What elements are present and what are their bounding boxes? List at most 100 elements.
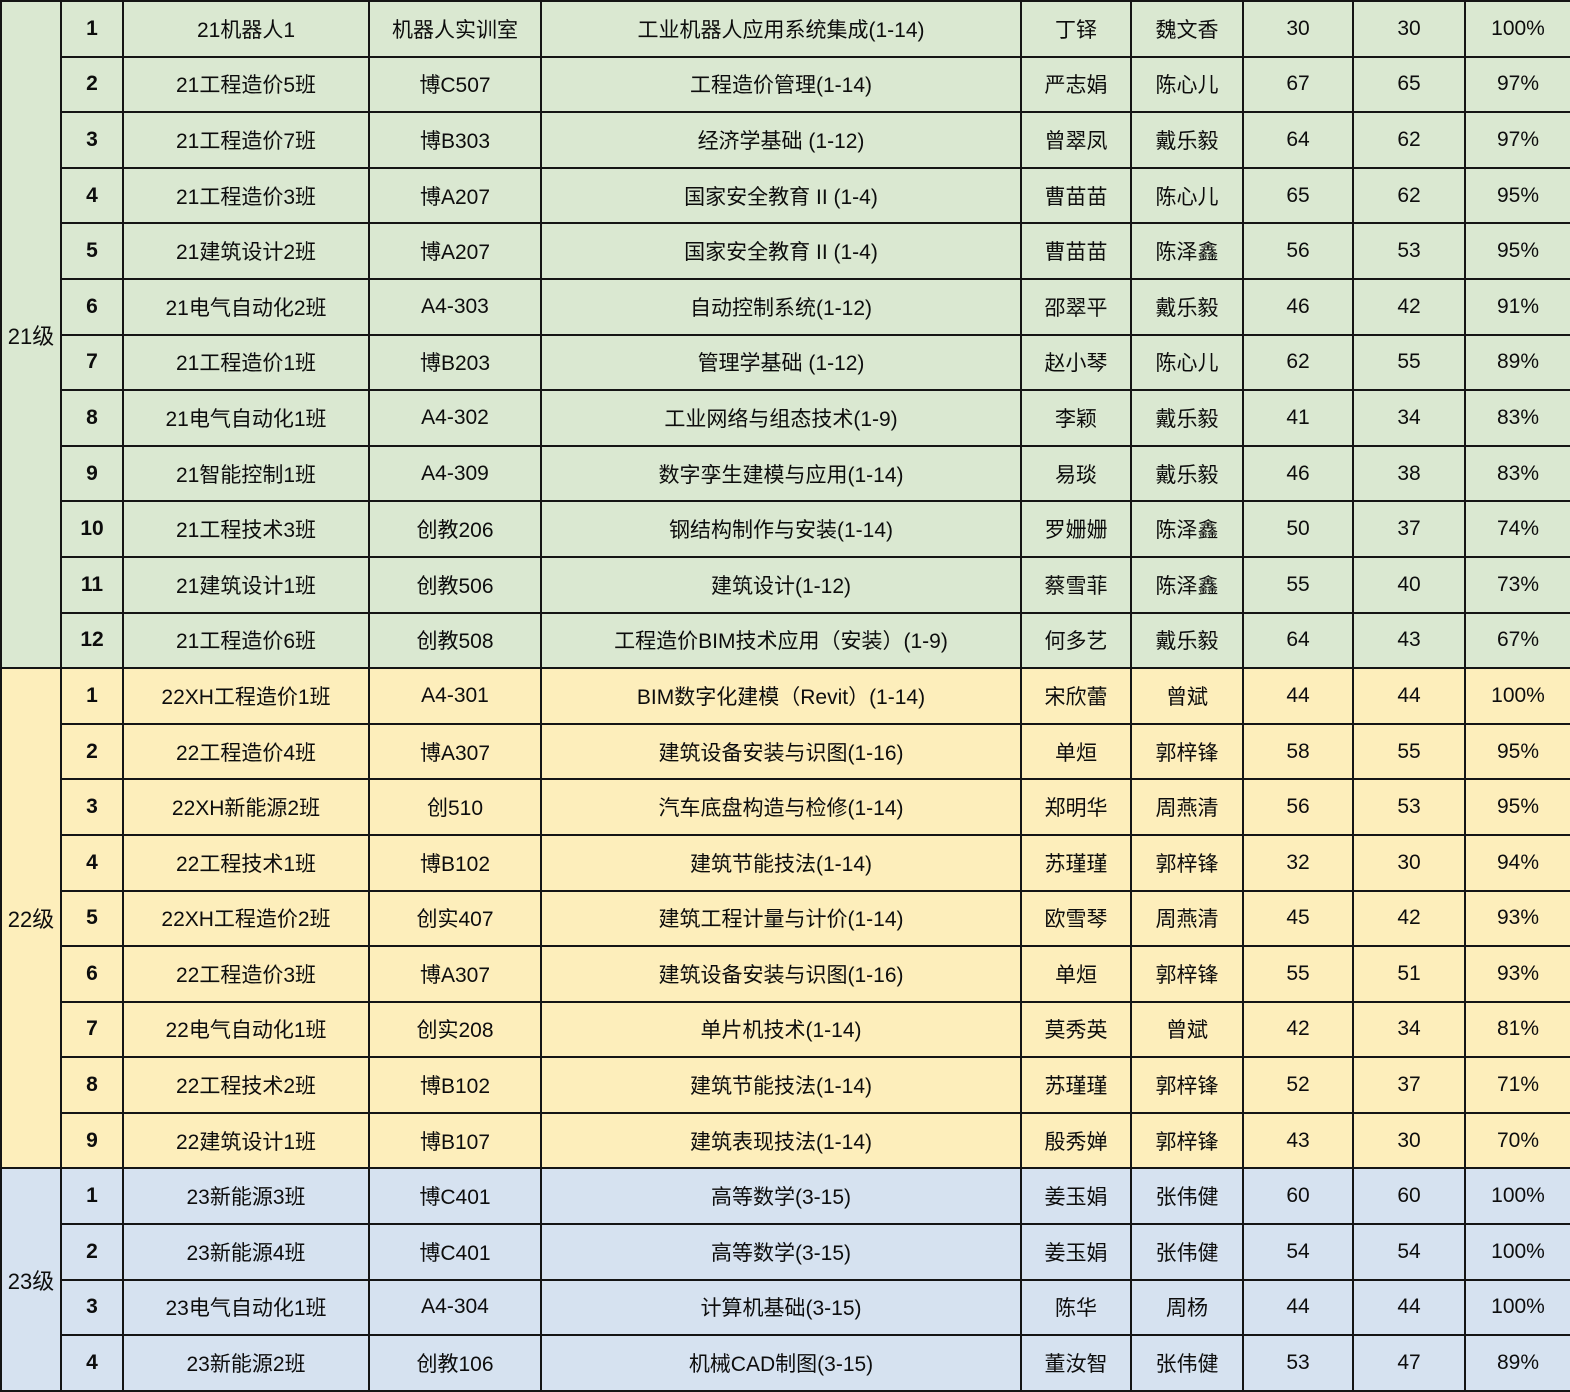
row-number-cell: 4 bbox=[60, 833, 124, 892]
table-row: 5 21建筑设计2班 博A207 国家安全教育 II (1-4) 曹苗苗 陈泽鑫 56 53 9… bbox=[1, 222, 1570, 280]
teacher-cell: 曹苗苗 bbox=[1020, 166, 1132, 225]
course-cell: 工业机器人应用系统集成(1-14) bbox=[540, 0, 1022, 58]
attendance-rate-cell: 100% bbox=[1464, 1223, 1570, 1281]
attendance-rate-cell: 97% bbox=[1464, 55, 1570, 114]
head-teacher-cell: 郭梓锋 bbox=[1130, 1056, 1244, 1114]
student-count-cell: 52 bbox=[1242, 1056, 1354, 1114]
course-cell: 工业网络与组态技术(1-9) bbox=[540, 389, 1022, 447]
teacher-cell: 苏瑾瑾 bbox=[1020, 1056, 1132, 1114]
teacher-cell: 邵翠平 bbox=[1020, 277, 1132, 336]
attendance-rate-cell: 81% bbox=[1464, 1000, 1570, 1059]
table-row: 11 21建筑设计1班 创教506 建筑设计(1-12) 蔡雪菲 陈泽鑫 55 40 73% bbox=[1, 555, 1570, 614]
head-teacher-cell: 郭梓锋 bbox=[1130, 1111, 1244, 1170]
teacher-cell: 姜玉娟 bbox=[1020, 1223, 1132, 1281]
teacher-cell: 丁铎 bbox=[1020, 0, 1132, 58]
table-row: 2 21工程造价5班 博C507 工程造价管理(1-14) 严志娟 陈心儿 67 65 97% bbox=[1, 55, 1570, 114]
attendance-count-cell: 30 bbox=[1352, 1111, 1466, 1170]
table-row: 6 22工程造价3班 博A307 建筑设备安装与识图(1-16) 单烜 郭梓锋 55 51 93… bbox=[1, 945, 1570, 1003]
row-number-cell: 9 bbox=[60, 444, 124, 503]
attendance-count-cell: 44 bbox=[1352, 667, 1466, 725]
student-count-cell: 55 bbox=[1242, 945, 1354, 1003]
head-teacher-cell: 魏文香 bbox=[1130, 0, 1244, 58]
attendance-count-cell: 51 bbox=[1352, 945, 1466, 1003]
student-count-cell: 55 bbox=[1242, 555, 1354, 614]
head-teacher-cell: 曾斌 bbox=[1130, 667, 1244, 725]
attendance-count-cell: 47 bbox=[1352, 1334, 1466, 1392]
row-number-cell: 5 bbox=[60, 889, 124, 948]
student-count-cell: 30 bbox=[1242, 0, 1354, 58]
student-count-cell: 45 bbox=[1242, 889, 1354, 948]
row-number-cell: 5 bbox=[60, 222, 124, 280]
room-cell: 博A307 bbox=[368, 722, 542, 781]
row-number-cell: 2 bbox=[60, 1223, 124, 1281]
room-cell: 博B102 bbox=[368, 833, 542, 892]
table-row: 3 22XH新能源2班 创510 汽车底盘构造与检修(1-14) 郑明华 周燕清 56 53 9… bbox=[1, 778, 1570, 836]
head-teacher-cell: 周杨 bbox=[1130, 1278, 1244, 1337]
attendance-rate-cell: 95% bbox=[1464, 778, 1570, 836]
head-teacher-cell: 陈心儿 bbox=[1130, 333, 1244, 392]
class-name-cell: 23新能源2班 bbox=[122, 1334, 370, 1392]
class-name-cell: 21建筑设计2班 bbox=[122, 222, 370, 280]
room-cell: 创教106 bbox=[368, 1334, 542, 1392]
teacher-cell: 单烜 bbox=[1020, 722, 1132, 781]
table-row: 5 22XH工程造价2班 创实407 建筑工程计量与计价(1-14) 欧雪琴 周燕清 45 4… bbox=[1, 889, 1570, 948]
class-name-cell: 23新能源3班 bbox=[122, 1167, 370, 1226]
class-name-cell: 21工程造价3班 bbox=[122, 166, 370, 225]
class-name-cell: 21电气自动化2班 bbox=[122, 277, 370, 336]
room-cell: 创教506 bbox=[368, 555, 542, 614]
teacher-cell: 郑明华 bbox=[1020, 778, 1132, 836]
table-row: 4 23新能源2班 创教106 机械CAD制图(3-15) 董汝智 张伟健 53 47 89% bbox=[1, 1334, 1570, 1392]
course-cell: 国家安全教育 II (1-4) bbox=[540, 222, 1022, 280]
student-count-cell: 62 bbox=[1242, 333, 1354, 392]
student-count-cell: 44 bbox=[1242, 1278, 1354, 1337]
teacher-cell: 赵小琴 bbox=[1020, 333, 1132, 392]
course-cell: BIM数字化建模（Revit）(1-14) bbox=[540, 667, 1022, 725]
room-cell: 博C507 bbox=[368, 55, 542, 114]
class-name-cell: 22工程技术1班 bbox=[122, 833, 370, 892]
course-cell: 汽车底盘构造与检修(1-14) bbox=[540, 778, 1022, 836]
room-cell: 博C401 bbox=[368, 1167, 542, 1226]
attendance-count-cell: 34 bbox=[1352, 389, 1466, 447]
table-row: 10 21工程技术3班 创教206 钢结构制作与安装(1-14) 罗姗姗 陈泽鑫 50 37 7… bbox=[1, 500, 1570, 558]
head-teacher-cell: 戴乐毅 bbox=[1130, 111, 1244, 169]
attendance-count-cell: 44 bbox=[1352, 1278, 1466, 1337]
row-number-cell: 7 bbox=[60, 1000, 124, 1059]
course-cell: 自动控制系统(1-12) bbox=[540, 277, 1022, 336]
attendance-rate-cell: 89% bbox=[1464, 1334, 1570, 1392]
head-teacher-cell: 张伟健 bbox=[1130, 1167, 1244, 1226]
class-name-cell: 21工程技术3班 bbox=[122, 500, 370, 558]
table-row: 8 22工程技术2班 博B102 建筑节能技法(1-14) 苏瑾瑾 郭梓锋 52 37 71% bbox=[1, 1056, 1570, 1114]
attendance-count-cell: 38 bbox=[1352, 444, 1466, 503]
attendance-rate-cell: 95% bbox=[1464, 222, 1570, 280]
class-name-cell: 21机器人1 bbox=[122, 0, 370, 58]
room-cell: 创教508 bbox=[368, 611, 542, 670]
room-cell: 博A207 bbox=[368, 166, 542, 225]
course-cell: 建筑设备安装与识图(1-16) bbox=[540, 722, 1022, 781]
attendance-count-cell: 37 bbox=[1352, 1056, 1466, 1114]
room-cell: A4-301 bbox=[368, 667, 542, 725]
class-name-cell: 22建筑设计1班 bbox=[122, 1111, 370, 1170]
teacher-cell: 董汝智 bbox=[1020, 1334, 1132, 1392]
room-cell: 博B102 bbox=[368, 1056, 542, 1114]
class-name-cell: 23新能源4班 bbox=[122, 1223, 370, 1281]
head-teacher-cell: 郭梓锋 bbox=[1130, 945, 1244, 1003]
class-name-cell: 21建筑设计1班 bbox=[122, 555, 370, 614]
student-count-cell: 54 bbox=[1242, 1223, 1354, 1281]
head-teacher-cell: 郭梓锋 bbox=[1130, 722, 1244, 781]
attendance-rate-cell: 100% bbox=[1464, 0, 1570, 58]
table-row: 4 22工程技术1班 博B102 建筑节能技法(1-14) 苏瑾瑾 郭梓锋 32 30 94% bbox=[1, 833, 1570, 892]
attendance-rate-cell: 100% bbox=[1464, 1278, 1570, 1337]
attendance-rate-cell: 70% bbox=[1464, 1111, 1570, 1170]
row-number-cell: 3 bbox=[60, 111, 124, 169]
attendance-count-cell: 30 bbox=[1352, 0, 1466, 58]
teacher-cell: 蔡雪菲 bbox=[1020, 555, 1132, 614]
class-name-cell: 23电气自动化1班 bbox=[122, 1278, 370, 1337]
course-cell: 经济学基础 (1-12) bbox=[540, 111, 1022, 169]
row-number-cell: 4 bbox=[60, 1334, 124, 1392]
row-number-cell: 3 bbox=[60, 778, 124, 836]
teacher-cell: 莫秀英 bbox=[1020, 1000, 1132, 1059]
attendance-rate-cell: 74% bbox=[1464, 500, 1570, 558]
room-cell: 博B107 bbox=[368, 1111, 542, 1170]
course-cell: 高等数学(3-15) bbox=[540, 1223, 1022, 1281]
